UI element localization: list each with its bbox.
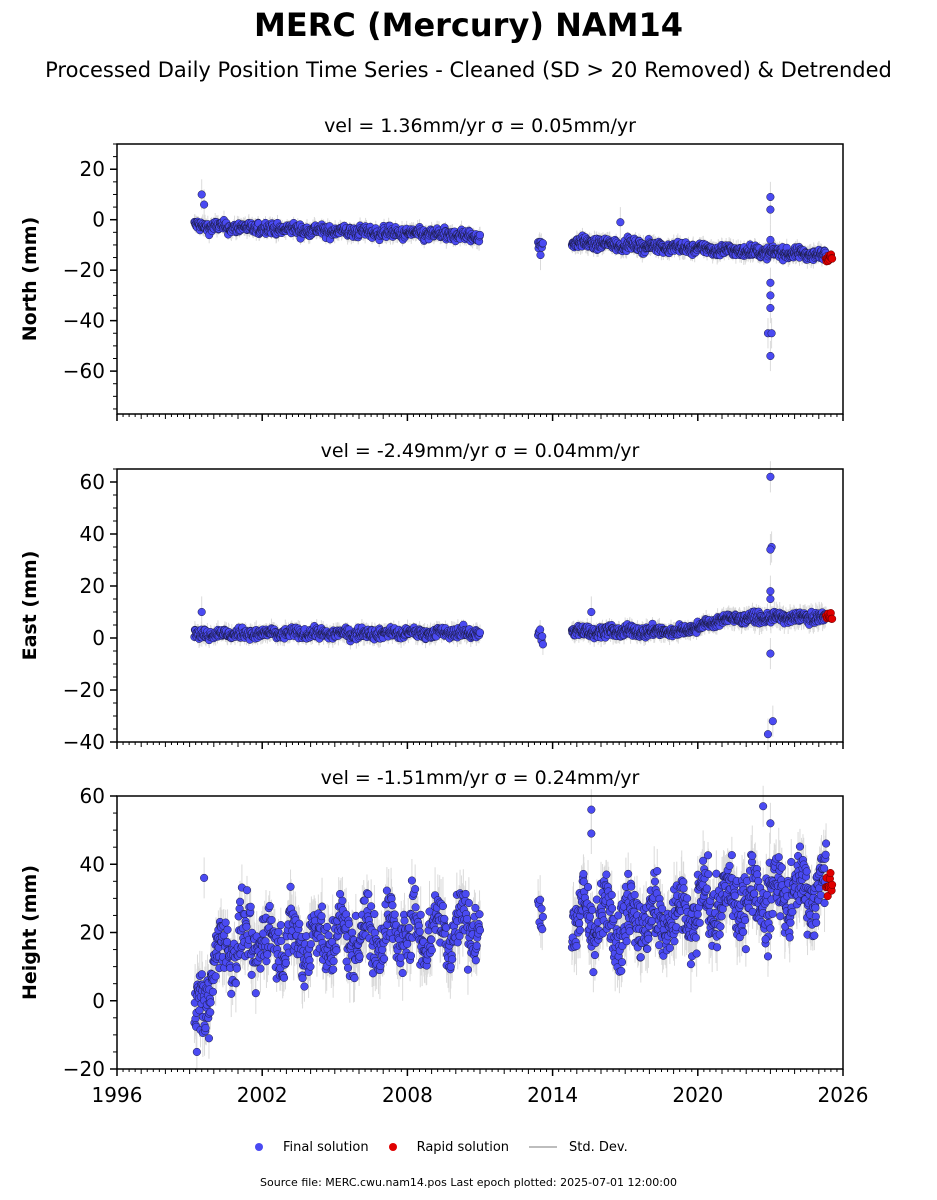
std-dev-bars xyxy=(193,179,827,372)
y-tick-label: −20 xyxy=(63,258,105,282)
data-point xyxy=(475,230,485,240)
panel-title: vel = -2.49mm/yr σ = 0.04mm/yr xyxy=(321,440,640,462)
data-point xyxy=(766,303,775,313)
y-axis-label: East (mm) xyxy=(19,551,41,661)
data-point xyxy=(538,239,547,248)
data-point xyxy=(766,278,775,287)
data-point xyxy=(475,628,485,637)
panel-1: vel = 1.36mm/yr σ = 0.05mm/yr North (mm) 2… xyxy=(19,115,844,421)
plot-frame xyxy=(116,143,844,415)
data-point xyxy=(536,625,545,634)
data-point xyxy=(197,190,206,199)
data-point xyxy=(766,291,775,300)
data-point xyxy=(766,351,775,361)
rapid-point xyxy=(828,254,837,263)
data-point xyxy=(200,200,209,209)
data-point xyxy=(538,640,547,649)
data-point xyxy=(538,632,547,641)
final-solution-points xyxy=(190,190,831,361)
final-solution-points xyxy=(190,472,831,739)
panel-title: vel = 1.36mm/yr σ = 0.05mm/yr xyxy=(324,115,636,137)
data-point xyxy=(616,218,625,227)
data-point xyxy=(766,235,775,244)
page-title: MERC (Mercury) NAM14 xyxy=(254,6,683,44)
y-tick-label: −60 xyxy=(63,359,105,383)
std-dev-bars xyxy=(193,461,827,750)
data-point xyxy=(767,329,776,338)
y-axis-label: North (mm) xyxy=(19,217,41,342)
data-point xyxy=(536,250,545,260)
data-point xyxy=(766,205,775,214)
page-subtitle: Processed Daily Position Time Series - C… xyxy=(45,58,892,82)
data-point xyxy=(766,192,775,202)
y-tick-label: 20 xyxy=(80,157,105,181)
y-tick-label: −40 xyxy=(63,309,105,333)
y-tick-label: 0 xyxy=(92,208,105,232)
